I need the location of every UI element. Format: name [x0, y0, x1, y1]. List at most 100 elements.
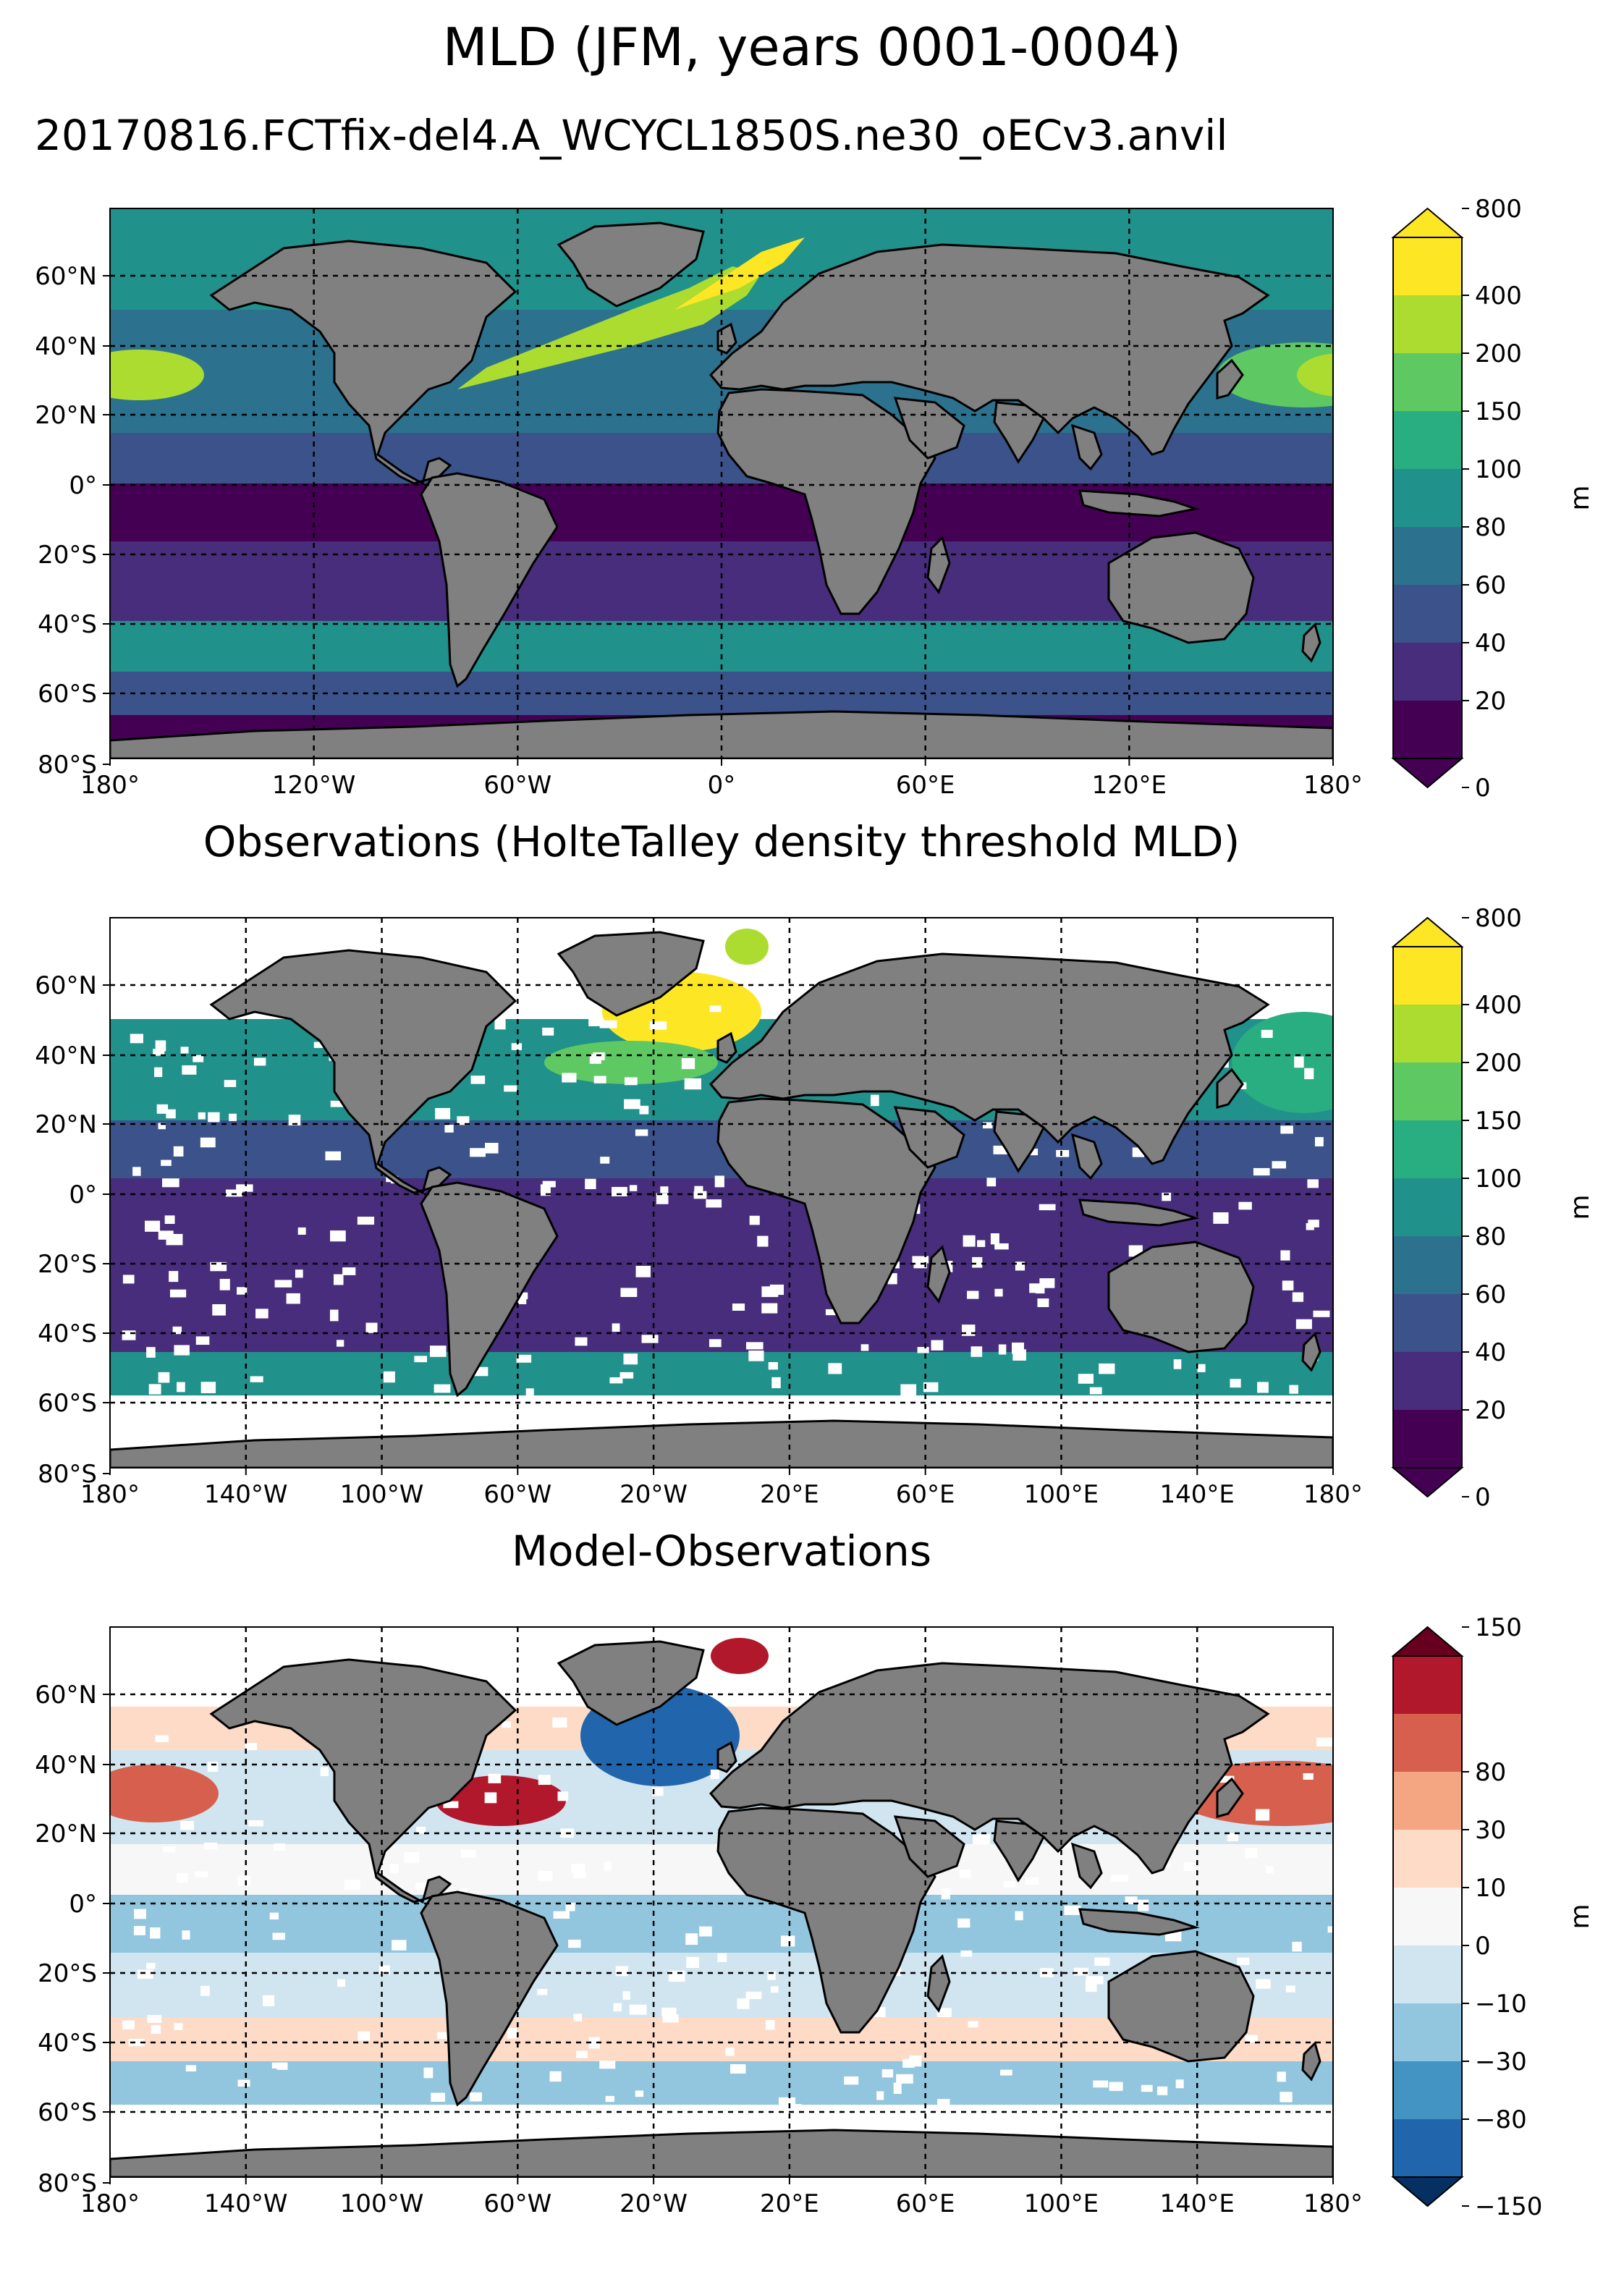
- colorbar-swatch: [1393, 1830, 1462, 1888]
- lon-tick-label: 140°E: [1160, 2189, 1235, 2218]
- colorbar-tick-label: 80: [1475, 1758, 1506, 1787]
- obs-map: 180° 140°W 100°W 60°W 20°W 20°E 60°E 100°E 140°E…: [35, 917, 1363, 1509]
- colorbar-tick-label: 80: [1475, 513, 1506, 542]
- diff-colorbar: −150 −80 −30 −10 0 10 30 80 150 m: [1391, 1613, 1595, 2221]
- lon-tick-label: 100°W: [340, 1480, 424, 1509]
- colorbar-tick-label: 20: [1475, 687, 1506, 716]
- lat-tick-label: 60°S: [38, 1389, 97, 1418]
- colorbar-swatch: [1393, 2061, 1462, 2119]
- obs-panel-title: Observations (HolteTalley density thresh…: [203, 817, 1240, 866]
- lat-tick-label: 80°S: [38, 2169, 97, 2198]
- lat-tick-label: 40°S: [38, 1319, 97, 1348]
- colorbar-swatch: [1393, 1772, 1462, 1830]
- lon-tick-label: 120°E: [1092, 771, 1167, 800]
- lat-tick-label: 0°: [69, 471, 97, 500]
- lat-tick-label: 0°: [69, 1180, 97, 1209]
- colorbar-tick-label: −80: [1475, 2105, 1527, 2134]
- lon-tick-label: 120°W: [272, 771, 356, 800]
- lat-tick-label: 20°N: [35, 1820, 97, 1848]
- lat-tick-label: 20°S: [38, 541, 97, 570]
- lon-tick-label: 100°W: [340, 2189, 424, 2218]
- colorbar-swatch: [1393, 1656, 1462, 1714]
- lon-tick-label: 180°: [80, 771, 140, 800]
- lat-tick-label: 40°S: [38, 610, 97, 639]
- lat-tick-label: 40°S: [38, 2029, 97, 2058]
- colorbar-tick-label: 60: [1475, 1280, 1506, 1309]
- lat-tick-label: 20°S: [38, 1250, 97, 1279]
- diff-panel-title: Model-Observations: [511, 1526, 932, 1576]
- colorbar-tick-label: −30: [1475, 2048, 1527, 2076]
- colorbar-tick-label: 150: [1475, 397, 1522, 426]
- colorbar-tick-label: 0: [1475, 774, 1491, 803]
- colorbar-swatch: [1393, 1888, 1462, 1945]
- colorbar-tick-label: 40: [1475, 1338, 1506, 1367]
- colorbar-tick-label: 100: [1475, 455, 1522, 484]
- obs-colorbar: 0 20 40 60 80 100 150 200 400 800 m: [1391, 904, 1595, 1512]
- lon-tick-label: 60°W: [483, 771, 551, 800]
- colorbar-tick-label: 200: [1475, 339, 1522, 368]
- colorbar-tick-label: 800: [1475, 195, 1522, 224]
- colorbar-tick-label: 200: [1475, 1049, 1522, 1078]
- colorbar-swatch: [1393, 527, 1462, 585]
- lat-tick-label: 60°N: [35, 262, 97, 291]
- lon-tick-label: 140°W: [204, 1480, 288, 1509]
- colorbar-tick-label: 20: [1475, 1396, 1506, 1425]
- colorbar-swatch: [1393, 701, 1462, 759]
- lon-tick-label: 60°E: [896, 2189, 955, 2218]
- colorbar-swatch: [1393, 2119, 1462, 2177]
- lat-tick-label: 20°N: [35, 1110, 97, 1139]
- colorbar-tick-label: 150: [1475, 1107, 1522, 1136]
- colorbar-swatch: [1393, 1352, 1462, 1410]
- lon-tick-label: 180°: [1303, 771, 1363, 800]
- lat-tick-label: 80°S: [38, 751, 97, 779]
- lat-tick-label: 40°N: [35, 1041, 97, 1070]
- colorbar-tick-label: 60: [1475, 571, 1506, 600]
- lat-tick-label: 20°S: [38, 1959, 97, 1988]
- colorbar-swatch: [1393, 1410, 1462, 1468]
- colorbar-tick-label: 0: [1475, 1932, 1491, 1961]
- colorbar-swatch: [1393, 643, 1462, 701]
- lon-tick-label: 20°E: [760, 2189, 819, 2218]
- figure-subtitle: 20170816.FCTfix-del4.A_WCYCL1850S.ne30_o…: [35, 111, 1228, 160]
- colorbar-unit-label: m: [1565, 485, 1595, 510]
- lat-tick-label: 60°N: [35, 1681, 97, 1710]
- lon-tick-label: 60°E: [896, 771, 955, 800]
- colorbar-swatch: [1393, 2003, 1462, 2061]
- colorbar-swatch: [1393, 1236, 1462, 1294]
- lat-tick-label: 40°N: [35, 332, 97, 361]
- colorbar-swatch: [1393, 1945, 1462, 2003]
- lat-tick-label: 60°N: [35, 971, 97, 1000]
- colorbar-swatch: [1393, 1005, 1462, 1062]
- colorbar-tick-label: 30: [1475, 1816, 1506, 1845]
- model-map: 180° 120°W 60°W 0° 60°E 120°E 180° 60°N 40°N 20°…: [35, 208, 1363, 800]
- diff-map: 180° 140°W 100°W 60°W 20°W 20°E 60°E 100°E 140°E…: [35, 1626, 1363, 2218]
- lon-tick-label: 60°W: [483, 2189, 551, 2218]
- figure-title: MLD (JFM, years 0001-0004): [442, 17, 1182, 77]
- lon-tick-label: 100°E: [1024, 2189, 1099, 2218]
- colorbar-swatch: [1393, 295, 1462, 353]
- colorbar-swatch: [1393, 353, 1462, 411]
- colorbar-tick-label: 400: [1475, 991, 1522, 1020]
- colorbar-tick-label: 800: [1475, 904, 1522, 933]
- colorbar-tick-label: −150: [1475, 2192, 1542, 2221]
- lat-tick-label: 60°S: [38, 2098, 97, 2127]
- lon-tick-label: 100°E: [1024, 1480, 1099, 1509]
- colorbar-unit-label: m: [1565, 1194, 1595, 1220]
- lon-tick-label: 140°E: [1160, 1480, 1235, 1509]
- colorbar-swatch: [1393, 1294, 1462, 1352]
- colorbar-tick-label: 400: [1475, 282, 1522, 310]
- lat-tick-label: 80°S: [38, 1460, 97, 1489]
- colorbar-swatch: [1393, 469, 1462, 527]
- colorbar-tick-label: −10: [1475, 1990, 1527, 2019]
- colorbar-tick-label: 100: [1475, 1165, 1522, 1193]
- colorbar-tick-label: 0: [1475, 1483, 1491, 1512]
- lat-tick-label: 60°S: [38, 680, 97, 709]
- lat-tick-label: 0°: [69, 1890, 97, 1919]
- colorbar-unit-label: m: [1565, 1903, 1595, 1929]
- colorbar-swatch: [1393, 1062, 1462, 1120]
- lon-tick-label: 60°E: [896, 1480, 955, 1509]
- colorbar-swatch: [1393, 585, 1462, 643]
- lon-tick-label: 0°: [708, 771, 736, 800]
- lon-tick-label: 20°W: [619, 1480, 688, 1509]
